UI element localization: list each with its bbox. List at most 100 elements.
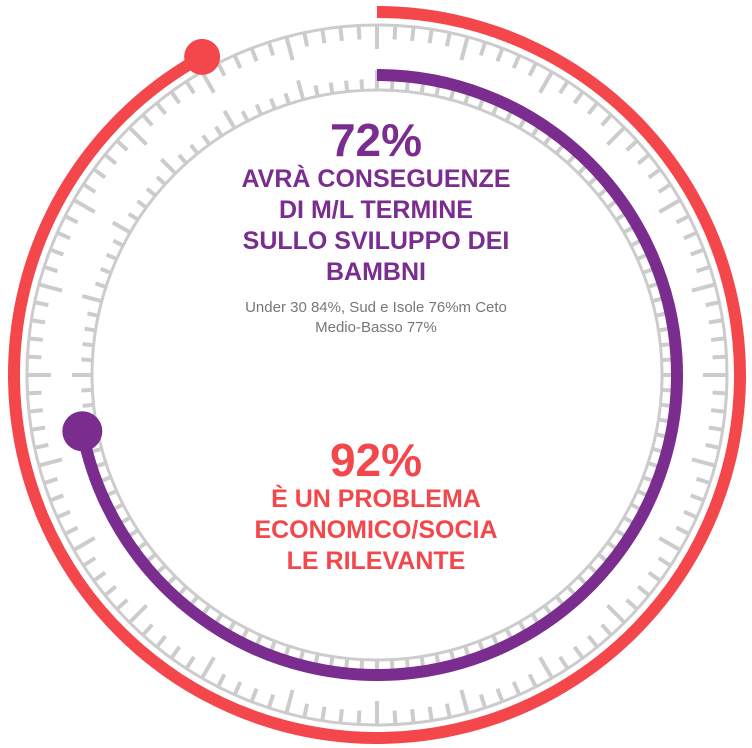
tick xyxy=(82,402,94,408)
tick xyxy=(92,570,107,583)
tick xyxy=(155,175,167,186)
tick xyxy=(49,247,65,257)
tick xyxy=(141,623,154,637)
tick xyxy=(705,442,720,450)
tick xyxy=(155,101,168,116)
arc xyxy=(8,6,746,744)
tick xyxy=(103,584,118,597)
tick xyxy=(177,153,188,165)
tick xyxy=(81,387,93,393)
tick xyxy=(647,570,662,583)
tick xyxy=(444,32,452,47)
tick xyxy=(320,28,327,44)
tick xyxy=(459,689,470,714)
tick xyxy=(689,493,705,503)
tick xyxy=(359,79,365,91)
tick xyxy=(103,153,118,166)
arc-end xyxy=(62,411,103,452)
tick xyxy=(269,97,277,110)
tick xyxy=(538,656,554,680)
caption-line: ECONOMICO/SOCIA xyxy=(254,516,498,544)
tick xyxy=(127,212,140,222)
tick xyxy=(81,357,93,363)
tick xyxy=(200,70,216,94)
tick xyxy=(695,264,711,274)
tick xyxy=(606,126,626,146)
tick xyxy=(283,92,291,105)
tick xyxy=(266,41,276,57)
tick xyxy=(38,282,63,293)
tick xyxy=(249,47,259,63)
tick xyxy=(94,281,107,289)
tick xyxy=(112,238,124,248)
tick xyxy=(28,336,44,342)
red-block: 92% È UN PROBLEMA ECONOMICO/SOCIA LE RILEVA… xyxy=(176,436,576,577)
tick xyxy=(222,109,237,130)
caption-line: LE RILEVANTE xyxy=(286,547,466,575)
tick xyxy=(459,36,470,61)
note-line: Under 30 84%, Sud e Isole 76%m Ceto xyxy=(245,299,507,316)
tick xyxy=(495,687,505,703)
tick xyxy=(313,85,320,97)
tick xyxy=(99,267,112,275)
tick xyxy=(49,493,65,503)
tick xyxy=(511,54,522,69)
tick xyxy=(606,604,626,624)
tick xyxy=(145,187,157,198)
note: Under 30 84%, Sud e Isole 76%m Ceto Medio… xyxy=(176,298,576,338)
tick xyxy=(338,708,344,724)
tick xyxy=(691,282,716,293)
tick xyxy=(141,113,154,127)
tick xyxy=(159,157,177,175)
tick xyxy=(636,153,651,166)
caption-line: AVRÀ CONSEGUENZE xyxy=(241,165,511,193)
tick xyxy=(683,509,698,520)
tick xyxy=(444,703,452,718)
tick xyxy=(600,113,613,127)
tick xyxy=(675,525,690,536)
tick xyxy=(495,47,505,63)
tick xyxy=(64,525,79,536)
arc-end xyxy=(184,38,221,75)
tick xyxy=(625,598,639,611)
tick xyxy=(691,457,716,468)
tick xyxy=(708,425,724,432)
tick xyxy=(82,182,97,194)
tick xyxy=(705,300,720,308)
tick xyxy=(695,476,711,486)
tick xyxy=(712,390,727,396)
tick xyxy=(328,82,335,94)
tick xyxy=(81,294,103,304)
tick xyxy=(658,198,682,214)
tick xyxy=(356,710,362,725)
tick xyxy=(189,143,200,155)
tick xyxy=(43,264,59,274)
tick xyxy=(538,70,554,94)
tick xyxy=(84,326,96,333)
tick xyxy=(683,230,698,241)
note-line: Medio-Basso 77% xyxy=(315,319,437,336)
tick xyxy=(302,32,310,47)
tick xyxy=(296,79,306,101)
tick xyxy=(710,336,726,342)
tick xyxy=(216,673,227,688)
tick xyxy=(30,318,46,325)
tick xyxy=(710,408,726,414)
tick xyxy=(657,182,672,194)
tick xyxy=(558,655,570,670)
tick xyxy=(636,584,651,597)
tick xyxy=(169,90,182,105)
tick xyxy=(410,708,416,724)
tick xyxy=(43,476,59,486)
tick xyxy=(201,134,212,146)
tick xyxy=(240,110,250,122)
tick xyxy=(72,198,96,214)
percent: 72% xyxy=(329,114,423,166)
tick xyxy=(600,623,613,637)
tick xyxy=(184,655,196,670)
tick xyxy=(572,645,585,660)
tick xyxy=(586,101,599,116)
tick xyxy=(392,710,398,725)
percent: 92% xyxy=(329,434,423,486)
tick xyxy=(30,425,46,432)
